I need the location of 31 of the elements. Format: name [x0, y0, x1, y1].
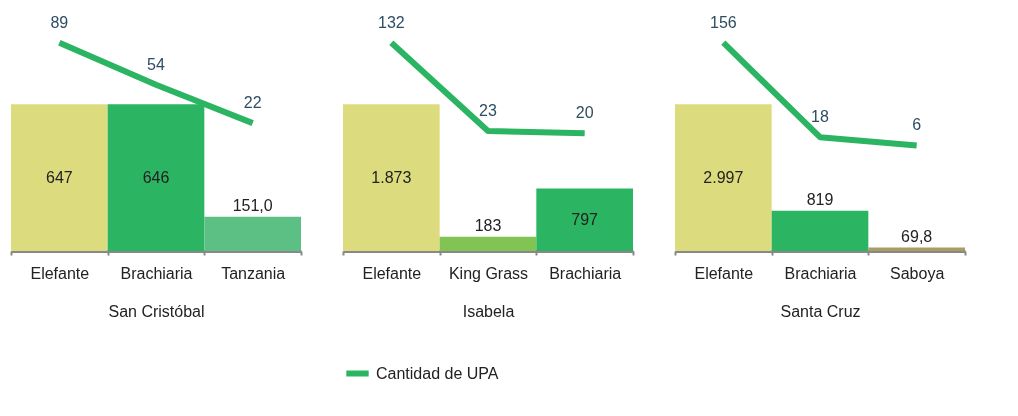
data-label: 69,8: [901, 227, 933, 245]
x-tick-label: Saboya: [890, 264, 945, 282]
data-label: 23: [479, 101, 497, 119]
data-label: 22: [243, 94, 262, 112]
data-label: 18: [811, 108, 829, 126]
x-tick-label: Brachiaria: [120, 264, 193, 282]
data-label: 646: [142, 168, 170, 186]
data-label: 54: [147, 55, 165, 73]
data-label: 819: [806, 190, 834, 208]
x-tick-label: King Grass: [448, 264, 529, 282]
x-axis-title: Isabela: [462, 302, 515, 320]
data-label: 132: [377, 13, 405, 31]
data-label: 6: [912, 116, 922, 134]
data-label: 797: [571, 210, 599, 228]
x-tick-label: Brachiaria: [549, 264, 622, 282]
x-axis-title: Santa Cruz: [780, 302, 861, 320]
x-tick-label: Brachiaria: [784, 264, 857, 282]
x-tick-label: Elefante: [694, 264, 754, 282]
data-label: 151,0: [232, 196, 273, 214]
legend-label: Cantidad de UPA: [376, 364, 499, 382]
x-tick-label: Elefante: [30, 264, 90, 282]
x-tick-label: Tanzania: [221, 264, 286, 282]
data-label: 1.873: [371, 168, 412, 186]
data-label: 647: [45, 168, 73, 186]
data-label: 20: [575, 104, 594, 122]
data-label: 89: [50, 13, 69, 31]
data-label: 183: [474, 216, 502, 234]
data-label: 2.997: [703, 168, 744, 186]
x-axis-title: San Cristóbal: [108, 302, 205, 320]
data-label: 156: [709, 13, 737, 31]
x-tick-label: Elefante: [362, 264, 422, 282]
